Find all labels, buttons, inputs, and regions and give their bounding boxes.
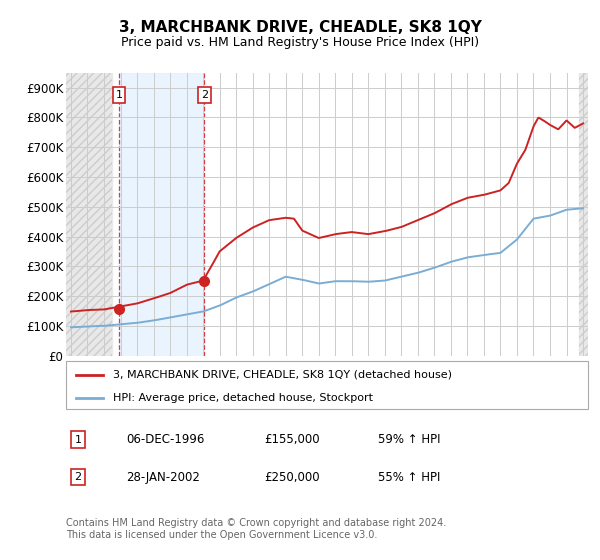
Text: £250,000: £250,000 <box>264 470 320 484</box>
Bar <box>66 73 112 356</box>
Text: 1: 1 <box>74 435 82 445</box>
Bar <box>119 73 205 356</box>
Text: Price paid vs. HM Land Registry's House Price Index (HPI): Price paid vs. HM Land Registry's House … <box>121 36 479 49</box>
Bar <box>579 73 588 356</box>
Text: 3, MARCHBANK DRIVE, CHEADLE, SK8 1QY (detached house): 3, MARCHBANK DRIVE, CHEADLE, SK8 1QY (de… <box>113 370 452 380</box>
Text: 3, MARCHBANK DRIVE, CHEADLE, SK8 1QY: 3, MARCHBANK DRIVE, CHEADLE, SK8 1QY <box>119 20 481 35</box>
Text: £155,000: £155,000 <box>264 433 320 446</box>
Text: Contains HM Land Registry data © Crown copyright and database right 2024.
This d: Contains HM Land Registry data © Crown c… <box>66 518 446 540</box>
Text: HPI: Average price, detached house, Stockport: HPI: Average price, detached house, Stoc… <box>113 393 373 403</box>
Text: 55% ↑ HPI: 55% ↑ HPI <box>378 470 440 484</box>
Text: 2: 2 <box>74 472 82 482</box>
Bar <box>579 73 588 356</box>
Bar <box>66 73 112 356</box>
Text: 59% ↑ HPI: 59% ↑ HPI <box>378 433 440 446</box>
Text: 1: 1 <box>116 90 122 100</box>
Text: 06-DEC-1996: 06-DEC-1996 <box>126 433 205 446</box>
Text: 2: 2 <box>201 90 208 100</box>
Text: 28-JAN-2002: 28-JAN-2002 <box>126 470 200 484</box>
